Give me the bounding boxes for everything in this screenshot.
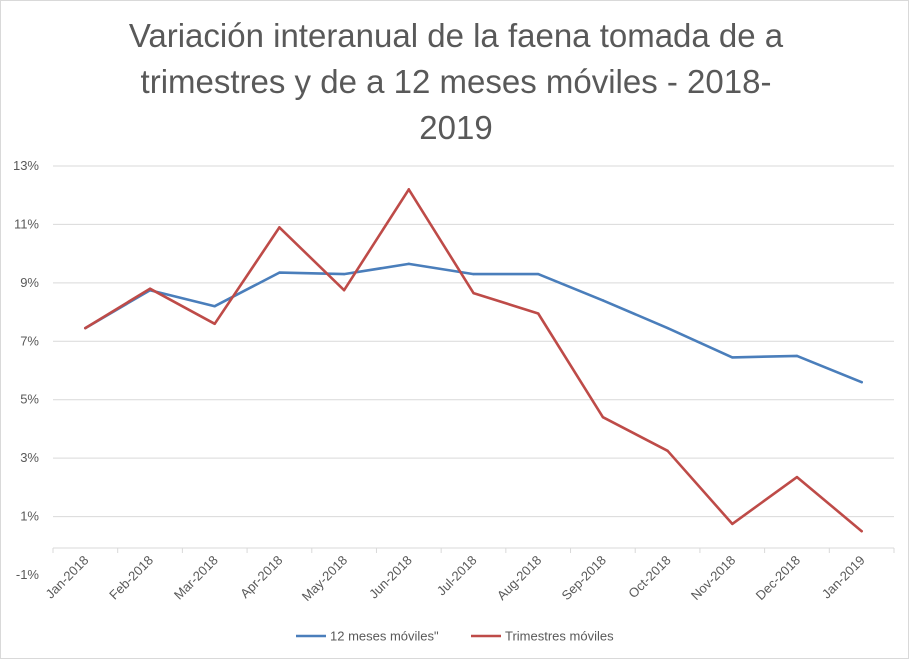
x-tick-label: Jul-2018: [434, 553, 480, 599]
legend-label-2: Trimestres móviles: [505, 629, 614, 644]
x-tick-label: Jan-2019: [819, 553, 868, 602]
data-point: [731, 356, 734, 359]
y-tick-label: 11%: [14, 216, 39, 231]
data-point: [278, 271, 281, 274]
data-point: [731, 522, 734, 526]
data-point: [536, 312, 540, 315]
data-point: [666, 326, 669, 330]
x-tick-label: Jun-2018: [366, 553, 415, 602]
data-point: [278, 226, 281, 229]
x-tick-label: Oct-2018: [625, 553, 673, 601]
chart-title-line-3: 2019: [419, 109, 493, 146]
y-tick-label: 5%: [20, 392, 39, 407]
x-tick-label: Mar-2018: [171, 553, 221, 603]
chart-title: Variación interanual de la faena tomada …: [61, 13, 851, 151]
y-tick-label: 1%: [20, 509, 39, 524]
data-point: [472, 291, 475, 295]
data-point: [342, 272, 346, 276]
data-point: [860, 529, 863, 533]
x-tick-label: Apr-2018: [237, 553, 285, 601]
x-tick-label: Jan-2018: [43, 553, 92, 602]
x-tick-label: Nov-2018: [688, 553, 738, 603]
data-point: [213, 322, 216, 325]
y-tick-label: 9%: [20, 275, 39, 290]
data-point: [795, 354, 799, 358]
data-point: [795, 475, 799, 479]
data-point: [536, 272, 540, 276]
chart-title-line-2: trimestres y de a 12 meses móviles - 201…: [140, 63, 772, 100]
x-tick-label: May-2018: [299, 553, 350, 604]
data-point: [84, 326, 87, 330]
data-point: [860, 380, 863, 384]
data-point: [472, 272, 475, 276]
series-line-1: [84, 262, 864, 384]
x-tick-label: Feb-2018: [106, 553, 156, 603]
data-point: [601, 416, 605, 419]
y-tick-label: 13%: [13, 158, 39, 173]
data-point: [148, 287, 152, 290]
data-point: [407, 262, 411, 266]
x-tick-label: Dec-2018: [753, 553, 803, 603]
data-point: [601, 299, 605, 302]
y-tick-label: 7%: [20, 333, 39, 348]
data-point: [407, 188, 411, 191]
y-tick-label: 3%: [20, 450, 39, 465]
series-line-2: [84, 188, 864, 533]
x-tick-label: Sep-2018: [559, 553, 609, 603]
y-tick-label: -1%: [16, 567, 40, 582]
data-point: [666, 449, 669, 453]
x-tick-label: Aug-2018: [494, 553, 544, 603]
data-point: [342, 288, 346, 292]
chart-title-line-1: Variación interanual de la faena tomada …: [128, 17, 784, 54]
data-point: [213, 305, 216, 308]
legend-label-1: 12 meses móviles": [330, 629, 439, 644]
